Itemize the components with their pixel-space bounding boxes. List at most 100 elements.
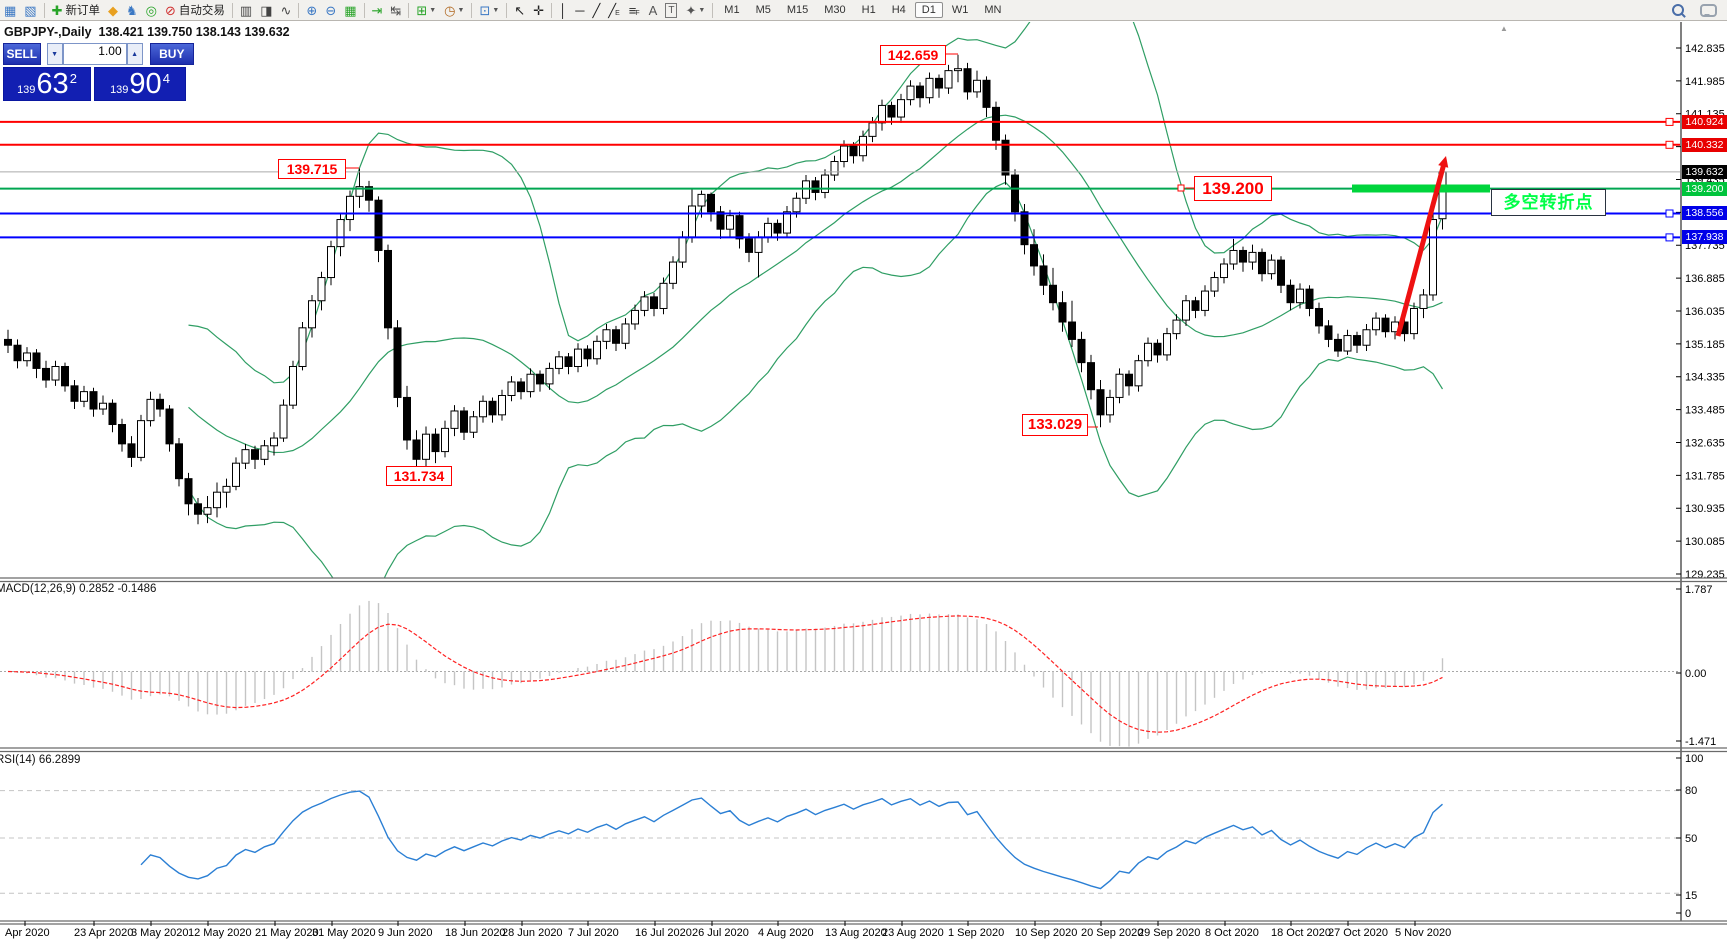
chart-shift-icon: ↹ — [390, 2, 402, 18]
price-text-object[interactable]: 131.734 — [386, 466, 452, 486]
svg-text:12 May 2020: 12 May 2020 — [188, 927, 252, 939]
price-text-object[interactable]: 139.715 — [278, 159, 346, 179]
one-click-trade-panel: SELL ▼ 1.00 ▲ BUY 139 63 2 139 90 4 — [3, 43, 194, 101]
svg-text:20 Sep 2020: 20 Sep 2020 — [1081, 927, 1143, 939]
buy-price-big: 90 — [129, 68, 162, 100]
svg-text:23 Apr 2020: 23 Apr 2020 — [74, 927, 133, 939]
sell-button[interactable]: SELL — [3, 43, 41, 65]
auto-scroll-icon[interactable]: ⇥ — [368, 1, 387, 19]
cursor-icon[interactable]: ↖ — [510, 1, 529, 19]
current-price-badge: 139.632 — [1682, 164, 1727, 179]
buy-price-display[interactable]: 139 90 4 — [94, 67, 186, 101]
candlestick-chart-icon[interactable]: ◨ — [256, 1, 276, 19]
macd-label: MACD(12,26,9) 0.2852 -0.1486 — [0, 583, 157, 595]
arrows-icon[interactable]: ✦ ▼ — [685, 2, 706, 18]
svg-text:132.635: 132.635 — [1685, 437, 1725, 449]
volume-up-stepper[interactable]: ▲ — [126, 43, 143, 65]
buy-button[interactable]: BUY — [149, 43, 194, 65]
timeframe-m15[interactable]: M15 — [786, 4, 809, 16]
timeframe-m1[interactable]: M1 — [724, 4, 740, 16]
timeframe-m5[interactable]: M5 — [755, 4, 771, 16]
toolbar-separator — [408, 2, 410, 18]
add-indicator-icon[interactable]: ⊞ ▼ — [416, 2, 437, 18]
timeframe-d1[interactable]: D1 — [914, 2, 943, 18]
bar-chart-icon[interactable]: ▥ — [236, 1, 256, 19]
trendline-icon[interactable]: ╱ — [588, 1, 604, 19]
svg-text:13 Aug 2020: 13 Aug 2020 — [825, 927, 887, 939]
text-label-icon: T — [665, 2, 678, 18]
price-text-object[interactable]: 139.200 — [1194, 176, 1272, 201]
candles-layer[interactable] — [4, 54, 1447, 525]
toolbar-separator — [506, 2, 508, 18]
svg-text:134.335: 134.335 — [1685, 372, 1725, 384]
autotrading-icon: ⊘ — [165, 2, 176, 18]
new-order-icon[interactable]: ✚ 新订单 — [51, 2, 100, 18]
label-anchor-handle — [1177, 184, 1185, 192]
price-badge: 139.200 — [1682, 181, 1727, 196]
fibonacci-icon[interactable]: ≡ F — [628, 2, 640, 18]
svg-text:133.485: 133.485 — [1685, 405, 1725, 417]
tile-windows-icon[interactable]: ▦ — [340, 1, 360, 19]
horizontal-line-icon[interactable]: ─ — [571, 1, 588, 19]
zoom-in-icon[interactable]: ⊕ — [302, 1, 321, 19]
chart-shift-icon[interactable]: ↹ — [386, 1, 405, 19]
sell-price-display[interactable]: 139 63 2 — [3, 67, 91, 101]
candlestick-chart-icon: ◨ — [260, 2, 273, 18]
timeframe-h4[interactable]: H4 — [891, 4, 906, 16]
market-icon[interactable]: ◆ — [104, 1, 122, 19]
tile-windows-icon: ▦ — [344, 2, 357, 18]
search-icon — [1672, 4, 1684, 16]
buy-price-sup: 4 — [162, 71, 170, 86]
new-order-icon: ✚ — [51, 2, 63, 18]
signals-icon[interactable]: ◎ — [142, 1, 161, 19]
volume-down-stepper[interactable]: ▼ — [46, 43, 63, 65]
toolbar-separator — [43, 2, 45, 18]
profiles-icon: ▧ — [24, 2, 37, 18]
channel-icon: ╱ — [608, 2, 617, 18]
support-highlight-bar[interactable] — [1352, 184, 1490, 193]
autotrading-icon[interactable]: ⊘ 自动交易 — [165, 2, 225, 18]
rsi-line — [140, 790, 1443, 890]
trend-arrow[interactable] — [1395, 163, 1447, 337]
svg-text:26 Jul 2020: 26 Jul 2020 — [692, 927, 749, 939]
toolbar-separator — [712, 2, 714, 18]
zoom-out-icon[interactable]: ⊖ — [321, 1, 340, 19]
profiles-icon[interactable]: ▧ — [20, 1, 40, 19]
line-chart-icon[interactable]: ∿ — [277, 1, 296, 19]
svg-text:141.985: 141.985 — [1685, 76, 1725, 88]
price-text-object[interactable]: 133.029 — [1022, 414, 1088, 436]
zoom-out-icon: ⊖ — [325, 2, 337, 18]
macd-signal-line — [7, 615, 1443, 733]
svg-text:135.185: 135.185 — [1685, 339, 1725, 351]
timeframe-h1[interactable]: H1 — [861, 4, 876, 16]
text-label-icon[interactable]: T — [661, 1, 681, 19]
vertical-line-icon[interactable]: │ — [555, 1, 571, 19]
text-icon[interactable]: A — [645, 1, 662, 19]
toolbar-separator — [231, 2, 233, 18]
note-text-object[interactable]: 多空转折点 — [1491, 189, 1606, 216]
svg-text:0.00: 0.00 — [1685, 668, 1706, 680]
periods-icon[interactable]: ◷ ▼ — [444, 2, 465, 18]
svg-text:23 Aug 2020: 23 Aug 2020 — [882, 927, 944, 939]
fibonacci-icon: ≡ — [628, 2, 637, 18]
chat-icon[interactable] — [1696, 1, 1727, 19]
volume-input[interactable]: 1.00 — [62, 43, 127, 65]
trend-arrow-head — [1438, 156, 1449, 168]
line-chart-icon: ∿ — [280, 2, 292, 18]
crosshair-icon[interactable]: ✛ — [529, 1, 548, 19]
channel-icon[interactable]: ╱ E — [608, 2, 620, 18]
experts-icon[interactable]: ♞ — [122, 1, 142, 19]
timeframe-mn[interactable]: MN — [984, 4, 1002, 16]
svg-text:1.787: 1.787 — [1685, 584, 1713, 596]
price-text-object[interactable]: 142.659 — [880, 45, 946, 65]
new-chart-icon[interactable]: ▦ — [0, 1, 20, 19]
svg-text:7 Jul 2020: 7 Jul 2020 — [568, 927, 619, 939]
chart-scroll-marker: ▲ — [1500, 24, 1508, 33]
templates-icon[interactable]: ⊡ ▼ — [479, 2, 500, 18]
timeframe-m30[interactable]: M30 — [824, 4, 846, 16]
timeframe-w1[interactable]: W1 — [951, 4, 969, 16]
search-icon[interactable] — [1668, 1, 1696, 19]
svg-text:100: 100 — [1685, 753, 1703, 765]
